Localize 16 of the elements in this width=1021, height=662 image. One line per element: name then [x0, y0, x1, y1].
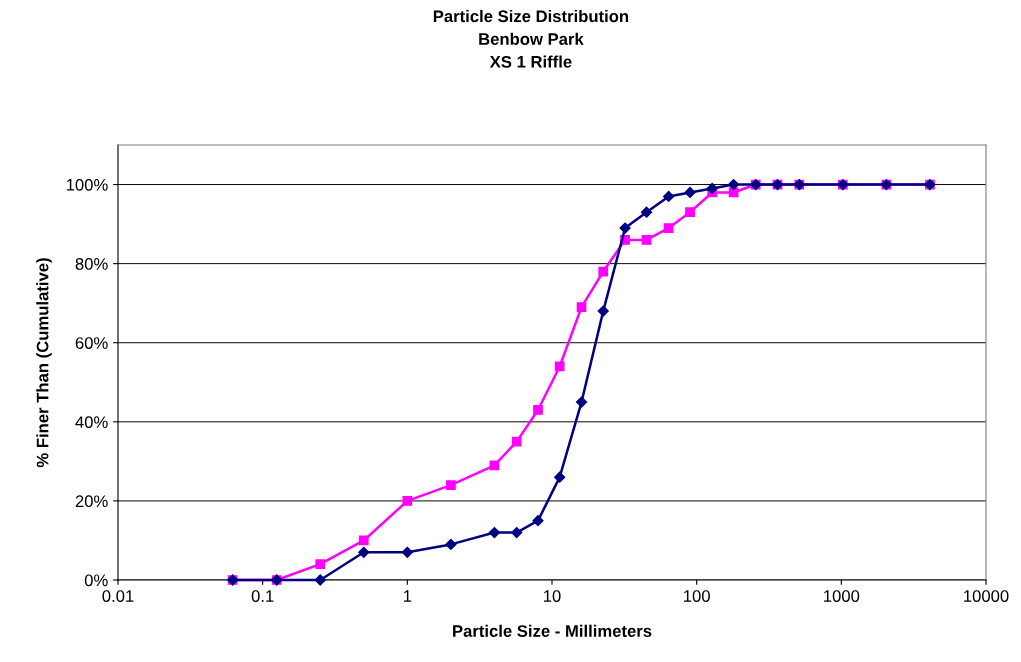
y-tick-label: 20%: [75, 495, 108, 508]
x-tick-label: 100: [684, 590, 710, 602]
x-tick-label: 1000: [824, 590, 860, 602]
x-tick-label: 10000: [964, 590, 1009, 602]
x-tick-label: 0.01: [102, 590, 134, 602]
chart-title: Particle Size Distribution Benbow Park XS 1 Riffle: [433, 9, 629, 68]
y-tick-label: 80%: [75, 258, 108, 270]
y-axis-title: % Finer Than (Cumulative): [36, 258, 52, 468]
y-tick-label: 100%: [66, 178, 108, 191]
y-tick-label: 40%: [75, 416, 108, 429]
y-tick-label: 60%: [75, 337, 108, 349]
x-tick-label: 1: [403, 590, 412, 602]
x-tick-label: 0.1: [251, 590, 274, 602]
x-tick-label: 10: [544, 590, 561, 602]
y-tick-label: 0%: [84, 574, 108, 587]
x-axis-title: Particle Size - Millimeters: [453, 624, 652, 637]
